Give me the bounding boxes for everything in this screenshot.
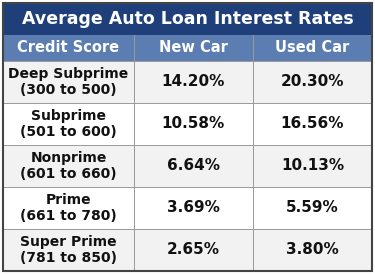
Text: Prime
(661 to 780): Prime (661 to 780) bbox=[20, 193, 117, 223]
Bar bbox=[134, 103, 253, 145]
Text: 10.13%: 10.13% bbox=[281, 158, 344, 173]
Bar bbox=[134, 229, 253, 271]
Text: Average Auto Loan Interest Rates: Average Auto Loan Interest Rates bbox=[22, 10, 353, 28]
Bar bbox=[3, 187, 134, 229]
Text: Deep Subprime
(300 to 500): Deep Subprime (300 to 500) bbox=[8, 67, 129, 97]
Bar bbox=[3, 3, 372, 35]
Bar bbox=[134, 61, 253, 103]
Text: New Car: New Car bbox=[159, 41, 228, 56]
Bar bbox=[253, 229, 372, 271]
Bar bbox=[253, 187, 372, 229]
Bar bbox=[134, 187, 253, 229]
Text: Super Prime
(781 to 850): Super Prime (781 to 850) bbox=[20, 235, 117, 265]
Bar bbox=[3, 145, 134, 187]
Bar bbox=[253, 35, 372, 61]
Text: Used Car: Used Car bbox=[275, 41, 350, 56]
Text: 6.64%: 6.64% bbox=[167, 158, 220, 173]
Text: 3.80%: 3.80% bbox=[286, 242, 339, 258]
Text: Subprime
(501 to 600): Subprime (501 to 600) bbox=[20, 109, 117, 139]
Bar bbox=[253, 61, 372, 103]
Bar bbox=[134, 145, 253, 187]
Bar bbox=[253, 103, 372, 145]
Text: Nonprime
(601 to 660): Nonprime (601 to 660) bbox=[20, 151, 117, 181]
Text: 2.65%: 2.65% bbox=[167, 242, 220, 258]
Text: 16.56%: 16.56% bbox=[280, 116, 344, 132]
Bar bbox=[3, 103, 134, 145]
Bar bbox=[134, 35, 253, 61]
Bar bbox=[3, 61, 134, 103]
Text: 14.20%: 14.20% bbox=[162, 75, 225, 90]
Text: 20.30%: 20.30% bbox=[280, 75, 344, 90]
Bar bbox=[3, 35, 134, 61]
Text: 10.58%: 10.58% bbox=[162, 116, 225, 132]
Text: 3.69%: 3.69% bbox=[167, 201, 220, 215]
Text: Credit Score: Credit Score bbox=[17, 41, 120, 56]
Text: 5.59%: 5.59% bbox=[286, 201, 339, 215]
Bar bbox=[3, 229, 134, 271]
Bar bbox=[253, 145, 372, 187]
